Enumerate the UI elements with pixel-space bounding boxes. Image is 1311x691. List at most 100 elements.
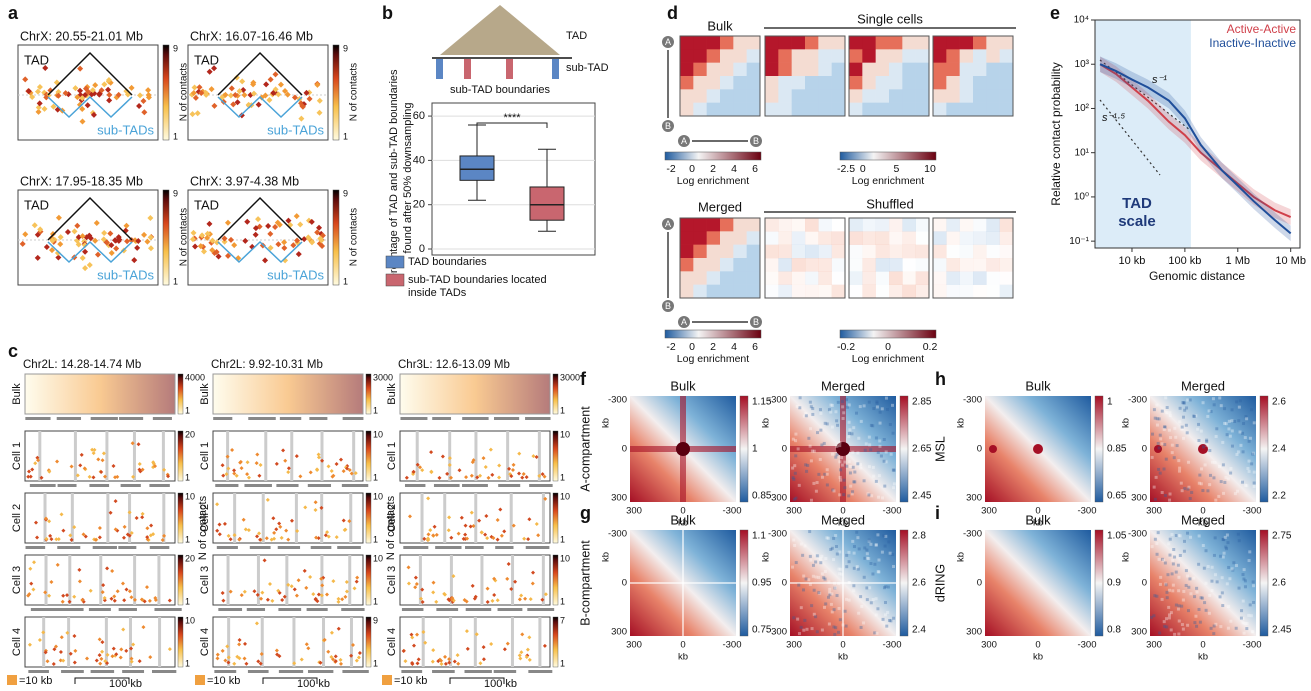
noise — [1252, 484, 1256, 488]
tad-label: TAD — [194, 197, 219, 212]
compartment-marker — [750, 135, 762, 147]
contact — [243, 527, 248, 532]
noise — [1252, 584, 1256, 588]
heatmap-cell — [959, 271, 974, 285]
compartment-marker — [678, 135, 690, 147]
domain-bar — [29, 484, 56, 487]
cell-map — [24, 430, 176, 482]
contact — [254, 461, 259, 466]
contact — [478, 661, 483, 666]
contact — [74, 222, 81, 229]
noise — [1162, 467, 1166, 471]
heatmap-cell — [746, 271, 761, 285]
contact — [421, 630, 426, 635]
colorbar-min: 1 — [173, 131, 178, 141]
colorbar-tick: 2.65 — [912, 444, 932, 455]
heatmap-cell — [693, 231, 707, 245]
contact — [447, 660, 452, 665]
noise — [864, 442, 868, 446]
heatmap-cell — [706, 218, 721, 232]
noise — [808, 444, 812, 448]
heatmap-cell — [706, 62, 721, 77]
noise — [1183, 408, 1187, 412]
contact — [511, 462, 516, 467]
noise — [1181, 627, 1185, 631]
noise — [1208, 449, 1212, 453]
colorbar-max: 4000 — [185, 372, 205, 382]
contact — [536, 533, 541, 538]
contact — [283, 458, 288, 463]
heatmap-cell — [889, 218, 903, 232]
contact — [211, 102, 218, 109]
contact — [238, 112, 245, 119]
contact — [215, 502, 220, 507]
noise — [858, 405, 862, 409]
heatmap-cell — [946, 62, 960, 77]
noise — [874, 597, 878, 601]
colorbar — [365, 373, 372, 415]
contact — [94, 251, 101, 258]
contact — [517, 471, 522, 476]
contact — [326, 649, 331, 654]
colorbar — [1094, 395, 1104, 503]
compartment-marker — [662, 120, 674, 132]
peak — [1154, 445, 1162, 453]
domain-bar — [90, 417, 118, 420]
colorbar — [1259, 529, 1269, 637]
noise — [1177, 604, 1181, 608]
row-label: Bulk — [386, 383, 398, 405]
contact — [215, 528, 220, 533]
noise — [1173, 632, 1177, 636]
noise — [1197, 607, 1201, 611]
noise — [1199, 482, 1203, 486]
noise — [859, 419, 863, 423]
noise — [1242, 577, 1246, 581]
noise — [886, 585, 890, 589]
contact — [274, 527, 279, 532]
boundary-line — [290, 431, 294, 481]
peak — [989, 445, 997, 453]
contact — [524, 655, 529, 660]
row-label: Cell 4 — [386, 628, 398, 656]
contact — [309, 239, 316, 246]
contact — [108, 510, 113, 515]
contact — [221, 235, 228, 242]
heatmap-cell — [693, 284, 707, 299]
heatmap-cell — [805, 244, 819, 259]
contact — [71, 228, 78, 235]
annotation: s⁻¹ — [1152, 74, 1167, 86]
contact — [132, 597, 137, 602]
heatmap-cell — [778, 102, 792, 117]
heatmap-title: Bulk — [1025, 378, 1051, 393]
boundary-line — [420, 493, 424, 543]
contact — [231, 242, 238, 249]
noise — [1195, 624, 1199, 628]
x-tick-label: -300 — [882, 640, 901, 651]
noise — [892, 468, 896, 472]
contact — [256, 659, 261, 664]
contact — [343, 527, 348, 532]
heatmap-cell — [959, 244, 974, 259]
contact — [113, 499, 118, 504]
noise — [834, 544, 838, 548]
noise — [888, 423, 892, 427]
contact — [232, 661, 237, 666]
contact — [30, 467, 35, 472]
contact — [208, 86, 215, 93]
contact — [141, 625, 146, 630]
heatmap-cell — [959, 76, 974, 90]
scale-bar — [262, 677, 318, 684]
contact — [232, 92, 239, 99]
noise — [822, 441, 826, 445]
x-tick-label: 0 — [680, 506, 685, 517]
contact — [513, 579, 518, 584]
noise — [859, 466, 863, 470]
noise — [882, 586, 886, 590]
contact — [299, 657, 304, 662]
peak — [1198, 444, 1208, 454]
colorbar — [664, 329, 762, 339]
noise — [1206, 414, 1210, 418]
noise — [1237, 419, 1241, 423]
colorbar — [552, 616, 559, 668]
contact — [232, 468, 237, 473]
